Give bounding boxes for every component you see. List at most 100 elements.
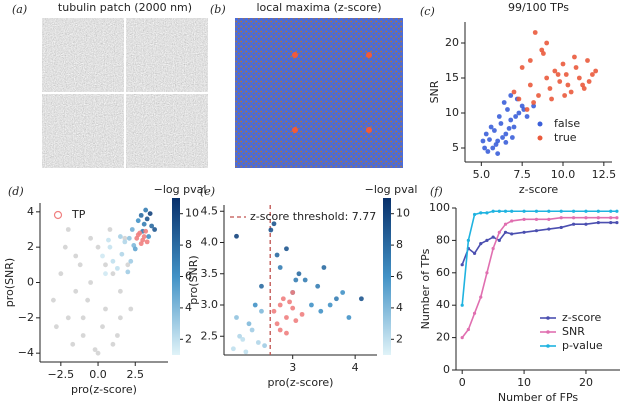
line-marker [615, 216, 619, 220]
point [539, 47, 545, 53]
point [80, 333, 86, 338]
y-axis-label: pro(SNR) [3, 258, 16, 307]
point [506, 125, 512, 131]
point [85, 297, 91, 303]
panel-label: (b) [210, 3, 226, 16]
point [284, 330, 289, 336]
line-marker [485, 238, 489, 242]
colorbar [383, 198, 391, 355]
point [234, 233, 239, 239]
point [487, 137, 492, 143]
y-axis-label: SNR [428, 80, 441, 103]
point [125, 269, 131, 275]
point [552, 68, 558, 74]
x-tick-label: 0.0 [89, 368, 107, 381]
point [493, 142, 499, 147]
point [544, 75, 550, 81]
line-marker [596, 220, 600, 225]
x-axis-label: z-score [519, 183, 559, 196]
legend-label: false [554, 117, 580, 130]
x-tick-label: 12.5 [592, 168, 617, 181]
point [490, 145, 496, 151]
point [485, 149, 491, 154]
point [557, 79, 563, 84]
legend-label: TP [71, 208, 86, 221]
line-marker [522, 230, 526, 234]
point [277, 265, 283, 270]
line-marker [472, 311, 477, 315]
point [70, 341, 76, 347]
line-marker [559, 216, 563, 220]
line-marker [503, 222, 508, 226]
line-marker [503, 209, 508, 213]
point [107, 227, 113, 232]
y-tick-label: 5 [452, 141, 459, 154]
y-tick-label: 4.5 [201, 204, 219, 217]
line-marker [497, 238, 501, 242]
point [287, 299, 292, 305]
line-marker [522, 217, 526, 221]
y-tick-label: 2.5 [201, 329, 219, 342]
point [62, 244, 68, 250]
line-marker [571, 222, 576, 226]
point [527, 58, 533, 63]
point [103, 271, 108, 277]
point [138, 212, 144, 218]
point [562, 93, 568, 98]
line-marker [522, 209, 526, 213]
point [524, 114, 530, 119]
point [144, 239, 150, 245]
x-axis-label: Number of FPs [498, 391, 579, 403]
line-marker [460, 336, 464, 340]
point [508, 93, 514, 98]
point [513, 114, 519, 119]
point [509, 135, 515, 140]
panel-title: tubulin patch (2000 nm) [58, 1, 192, 14]
point [483, 131, 489, 137]
point [293, 277, 299, 283]
point [565, 82, 571, 88]
line-marker [571, 209, 576, 213]
line-marker [491, 246, 495, 251]
legend-label: z-score [562, 311, 602, 324]
y-tick-label: 2 [27, 240, 34, 253]
point [327, 302, 333, 308]
point [527, 82, 533, 88]
point [107, 244, 113, 250]
x-tick-label: −2.5 [47, 368, 74, 381]
point [315, 283, 321, 289]
y-tick-label: 3.0 [201, 298, 219, 311]
point [262, 343, 267, 349]
point [536, 93, 541, 98]
y-tick-label: 0 [443, 363, 450, 376]
point [146, 234, 152, 239]
y-tick-label: 10 [445, 106, 459, 119]
line-marker [466, 238, 470, 242]
line-marker [479, 295, 483, 299]
point [65, 315, 71, 321]
y-tick-label: 40 [436, 298, 450, 311]
point [126, 235, 132, 241]
point [573, 65, 579, 70]
point [122, 239, 128, 245]
legend-marker [546, 330, 550, 334]
point [95, 350, 101, 356]
legend-marker [537, 135, 543, 141]
legend-label: p-value [562, 339, 603, 352]
point [572, 54, 577, 60]
point [143, 207, 149, 213]
colorbar-tick-label: 6 [185, 270, 192, 283]
point [586, 79, 592, 84]
line-marker [571, 216, 576, 220]
line-marker [510, 232, 514, 236]
point [243, 349, 249, 355]
line-marker [534, 229, 539, 233]
line-marker [466, 327, 470, 332]
point [141, 234, 147, 239]
point [58, 271, 64, 277]
line-marker [609, 220, 613, 225]
line-marker [485, 211, 489, 215]
point [255, 340, 261, 345]
y-axis-label: pro(SNR) [187, 255, 200, 304]
maxima-image [235, 18, 403, 168]
